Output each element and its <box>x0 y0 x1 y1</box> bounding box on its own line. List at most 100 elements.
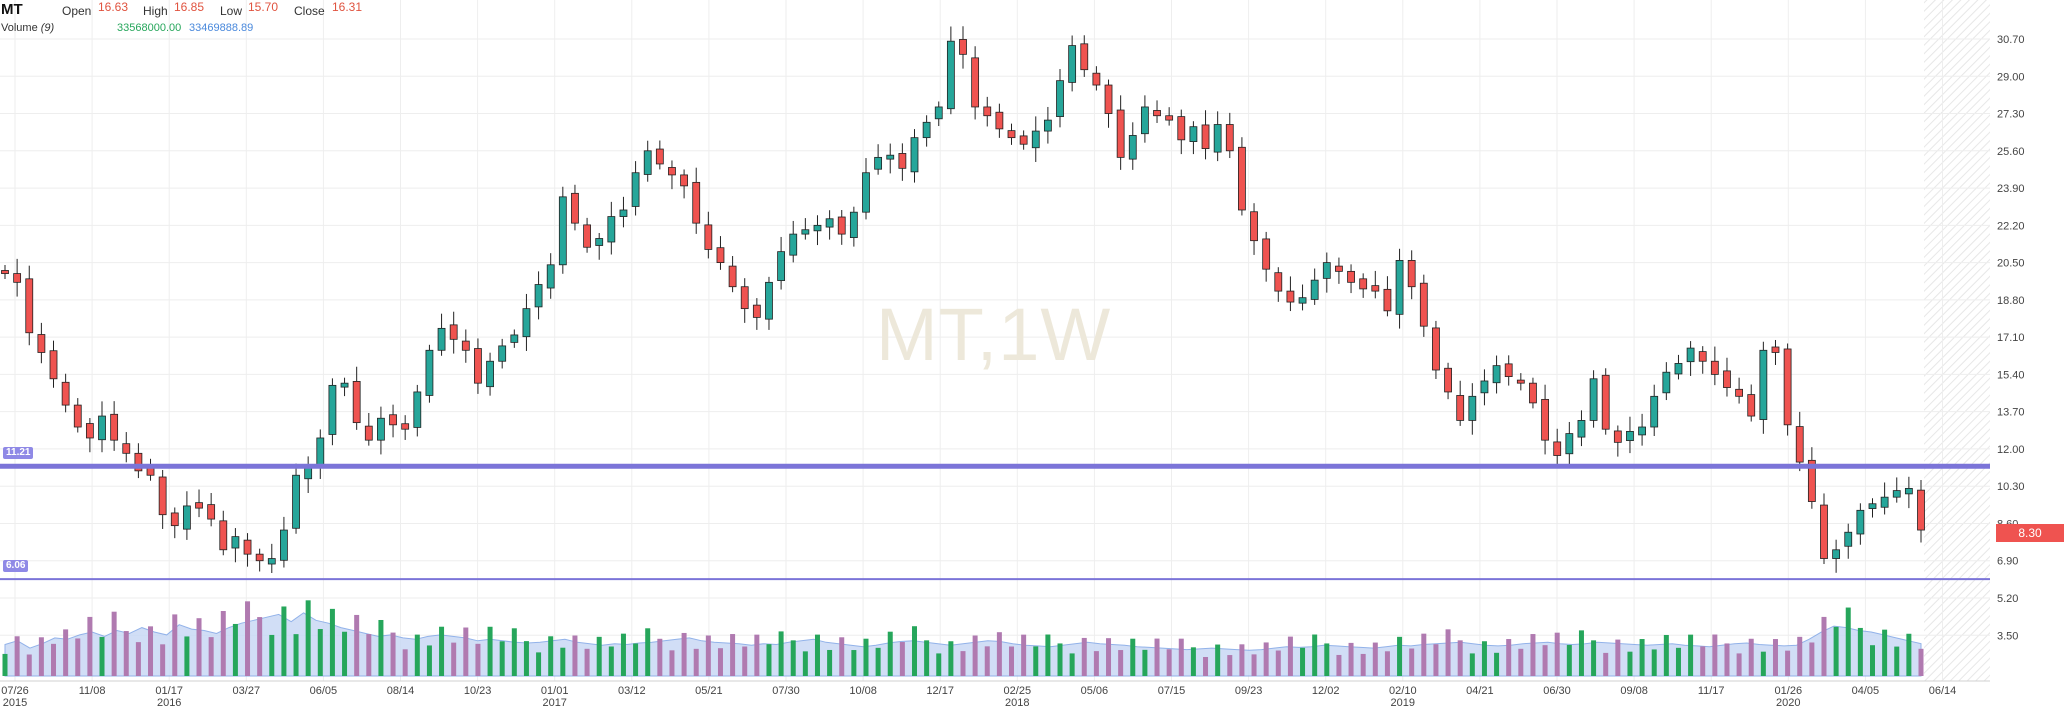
candle <box>1080 35 1089 77</box>
volume-bar <box>1748 638 1754 676</box>
candle <box>910 129 919 183</box>
volume-bar <box>378 619 384 676</box>
candle <box>874 144 883 175</box>
volume-bar <box>1554 632 1560 676</box>
symbol-label[interactable]: MT <box>1 1 23 18</box>
candle <box>546 253 555 299</box>
volume-bar <box>1287 636 1293 676</box>
candle <box>1456 380 1465 426</box>
candle <box>1892 477 1901 503</box>
candle <box>619 196 628 228</box>
volume-bar <box>1469 653 1475 676</box>
candle <box>1286 276 1295 312</box>
candle <box>122 432 131 463</box>
candle <box>61 373 70 413</box>
volume-bar <box>220 611 226 676</box>
candle <box>655 140 664 170</box>
volume-bar <box>730 634 736 676</box>
volume-bar <box>851 650 857 676</box>
volume-bar <box>1166 649 1172 676</box>
volume-bar <box>1118 650 1124 676</box>
candle <box>134 443 143 479</box>
x-tick-label: 09/08 <box>1620 685 1648 697</box>
volume-bar <box>1033 646 1039 676</box>
volume-bar <box>1324 643 1330 676</box>
low-label: Low <box>220 4 243 18</box>
candle <box>1019 130 1028 150</box>
candle <box>449 311 458 354</box>
volume-bar <box>1227 655 1233 676</box>
x-tick-label: 09/23 <box>1235 685 1263 697</box>
candle <box>1092 66 1101 91</box>
volume-bar <box>1397 636 1403 676</box>
candle <box>1274 267 1283 302</box>
volume-bar <box>1760 651 1766 676</box>
volume-bar <box>1481 641 1487 676</box>
candle <box>1698 346 1707 374</box>
x-tick-label: 07/26 <box>1 685 29 697</box>
candle <box>789 220 798 263</box>
x-tick-label: 12/02 <box>1312 685 1340 697</box>
candle <box>328 378 337 446</box>
volume-bar <box>499 641 505 676</box>
volume-bar <box>51 643 57 676</box>
candle <box>1140 95 1149 143</box>
candle <box>765 276 773 330</box>
x-tick-label: 05/06 <box>1081 685 1109 697</box>
x-tick-label: 06/14 <box>1929 685 1957 697</box>
candle <box>1104 79 1113 128</box>
watermark: MT,1W <box>876 293 1112 376</box>
y-tick-label: 27.30 <box>1997 109 2025 121</box>
candle <box>571 184 579 231</box>
candle <box>680 169 688 199</box>
y-tick-label: 12.00 <box>1997 444 2025 456</box>
candle <box>1165 107 1174 126</box>
y-tick-label: 5.20 <box>1997 593 2018 605</box>
x-tick-label: 08/14 <box>387 685 415 697</box>
candle <box>522 293 531 351</box>
volume-bar <box>475 643 481 676</box>
volume-bar <box>1409 648 1415 676</box>
volume-bar <box>414 634 420 676</box>
volume-bar <box>523 641 529 676</box>
candle <box>195 489 203 518</box>
volume-bar <box>99 636 105 676</box>
candle <box>280 516 288 568</box>
x-tick-label: 04/05 <box>1852 685 1880 697</box>
candle <box>1383 276 1392 317</box>
volume-bar <box>1263 642 1269 676</box>
candle <box>934 101 943 127</box>
candles <box>1 26 1925 574</box>
x-tick-label: 07/15 <box>1158 685 1186 697</box>
candle <box>740 278 749 323</box>
x-tick-label: 07/30 <box>772 685 800 697</box>
candle <box>813 215 822 246</box>
volume-bar <box>863 638 869 676</box>
volume-bar <box>1190 647 1196 676</box>
high-value: 16.85 <box>174 0 205 14</box>
volume-bar <box>208 637 214 676</box>
candle <box>486 352 494 396</box>
volume-bar <box>984 646 990 676</box>
volume-bar <box>536 652 542 676</box>
candle <box>1747 384 1756 422</box>
x-tick-label: 04/21 <box>1466 685 1494 697</box>
y-tick-label: 20.50 <box>1997 258 2025 270</box>
volume-bar <box>1712 634 1718 676</box>
candle <box>1444 362 1452 400</box>
candle <box>1068 35 1077 92</box>
close-label: Close <box>294 4 325 18</box>
volume-bar <box>1433 644 1439 676</box>
x-tick-year: 2015 <box>3 697 27 709</box>
volume-bar <box>63 629 69 676</box>
candle <box>728 256 737 293</box>
candle <box>1565 421 1574 465</box>
candle <box>461 329 470 363</box>
level-tag-upper: 11.21 <box>3 447 34 459</box>
x-tick-label: 03/27 <box>233 685 261 697</box>
candle <box>983 96 992 127</box>
volume-bar <box>620 633 626 676</box>
volume-bar <box>1275 650 1281 676</box>
volume-bar <box>633 643 639 676</box>
candle <box>1116 95 1125 170</box>
